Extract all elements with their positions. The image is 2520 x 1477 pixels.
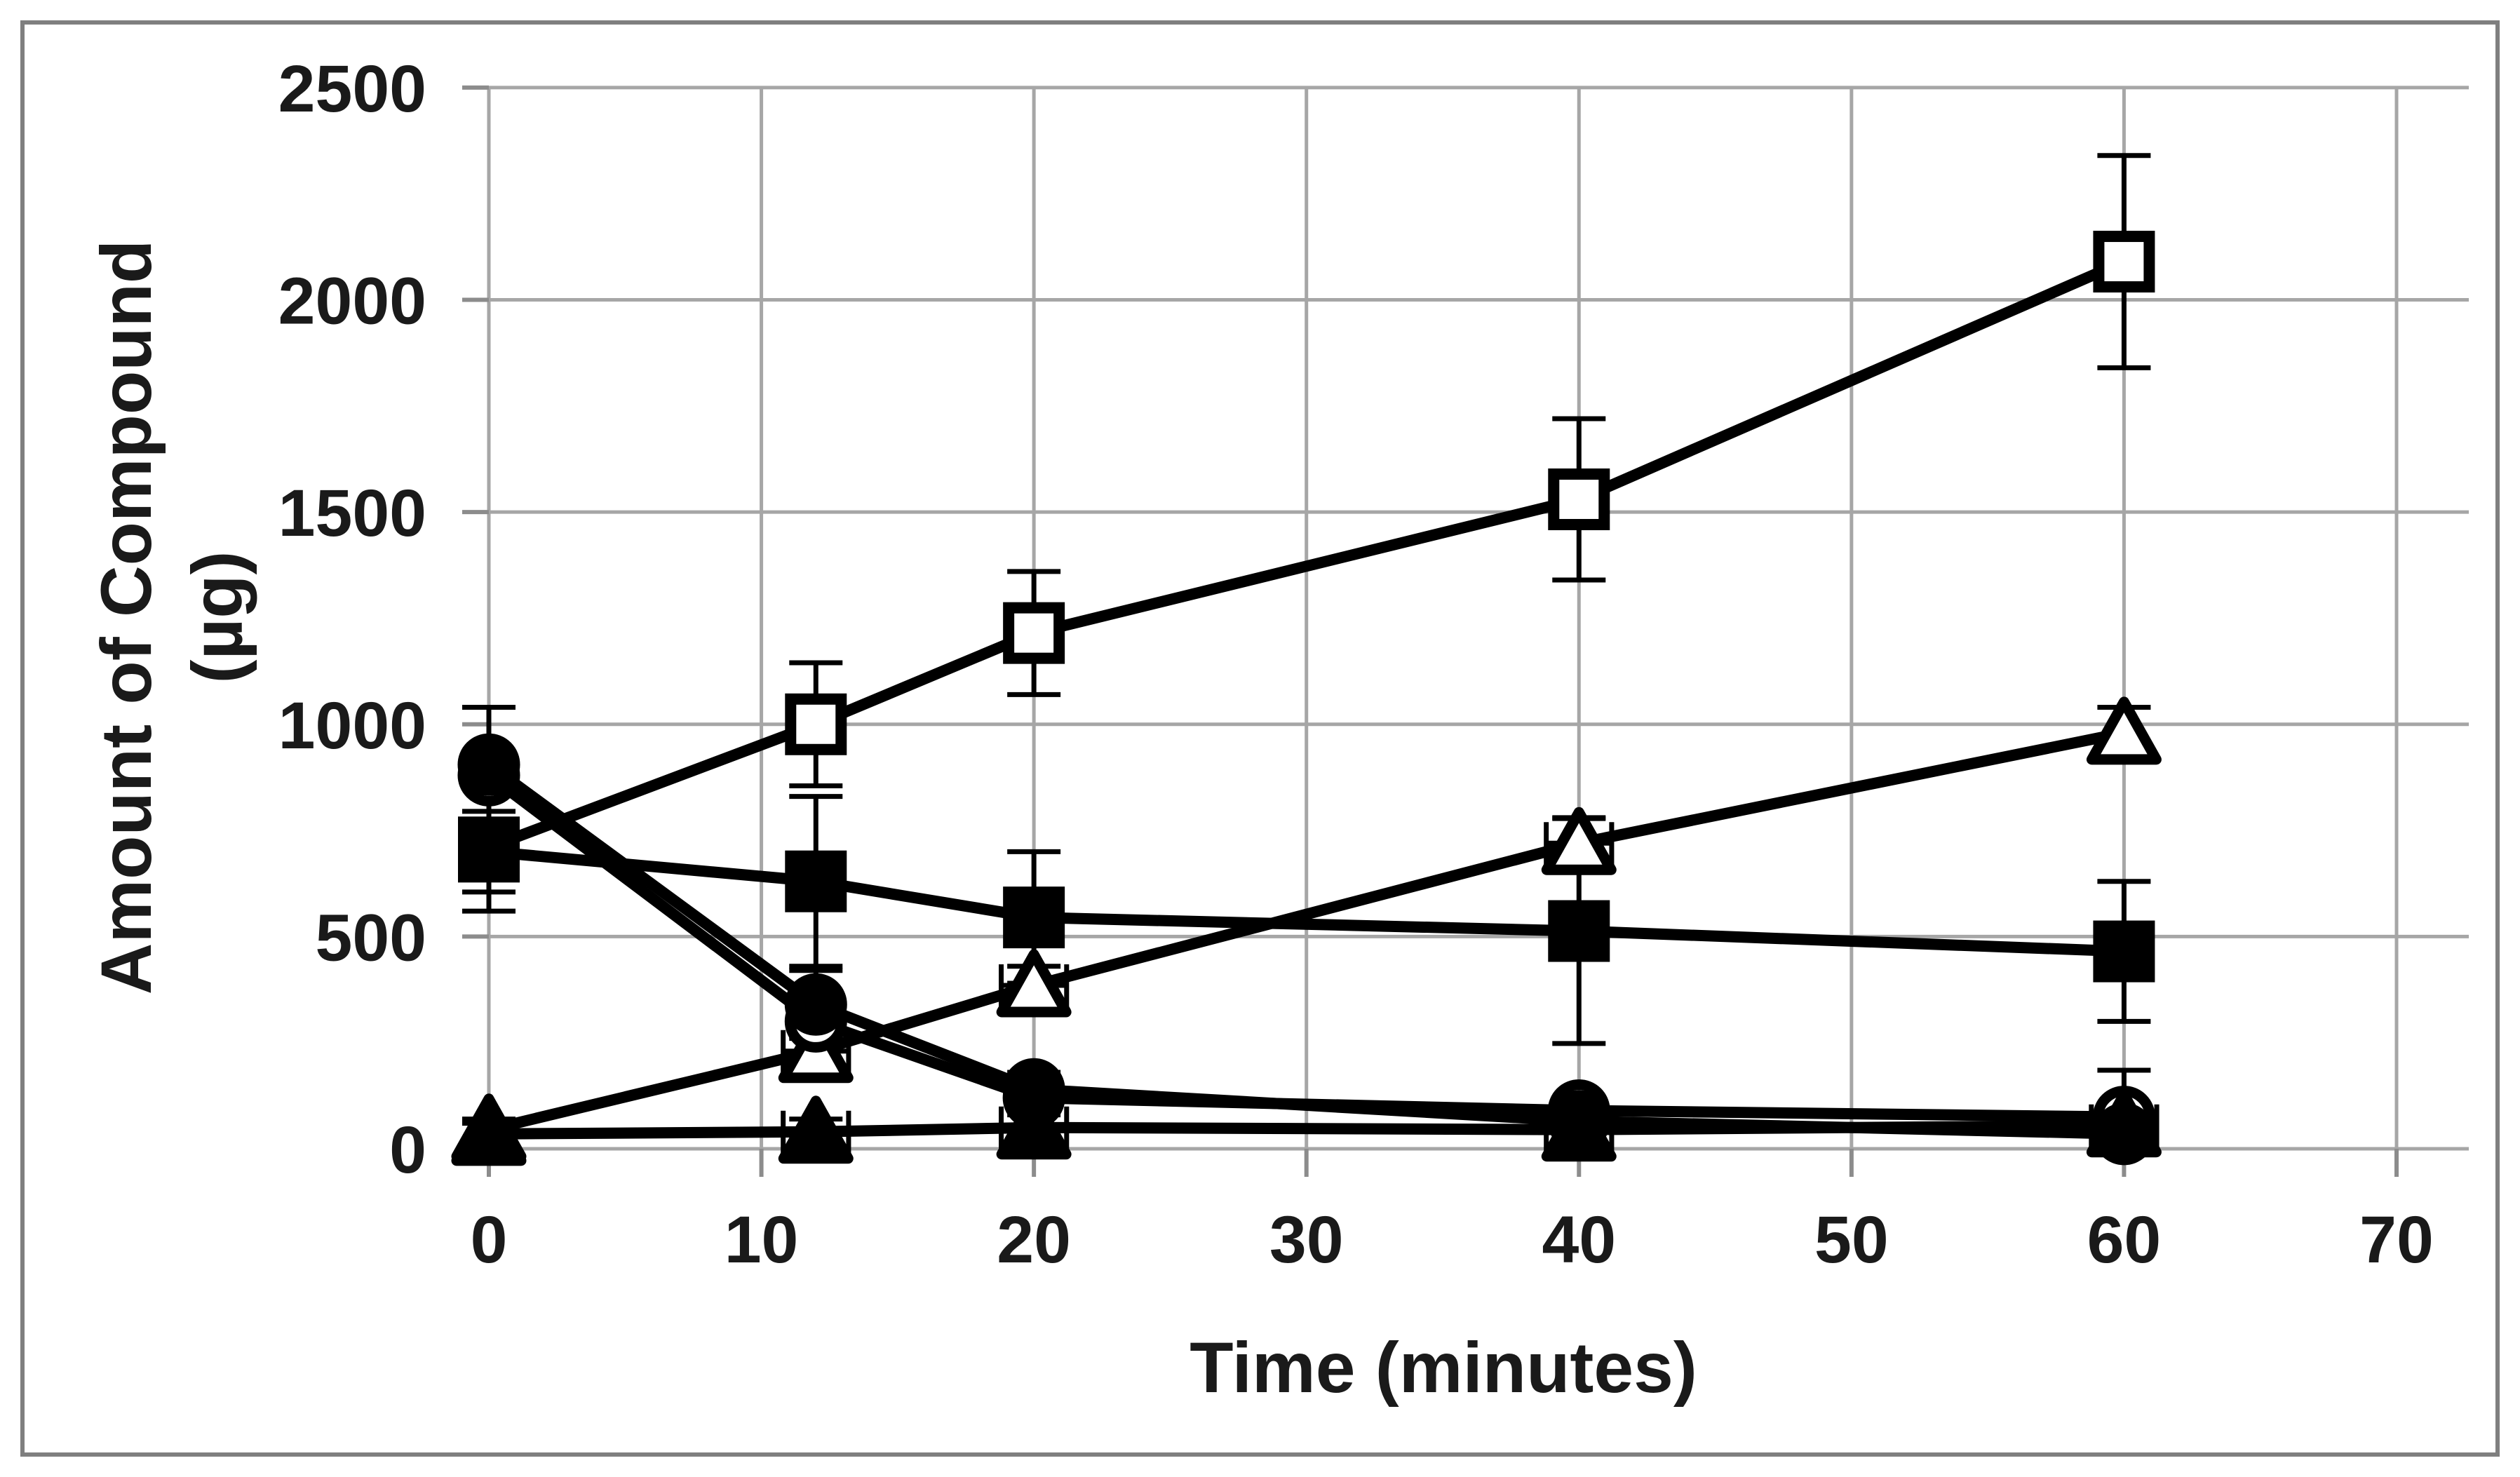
filled-square-marker xyxy=(785,850,847,912)
filled-square-marker xyxy=(458,821,520,883)
y-tick-label: 0 xyxy=(389,1113,426,1187)
filled-triangle-marker xyxy=(1541,1093,1617,1162)
series-markers xyxy=(451,231,2162,1166)
x-axis-title: Time (minutes) xyxy=(1190,1328,1697,1408)
filled-triangle-marker xyxy=(996,1091,1072,1160)
x-tick-label: 0 xyxy=(471,1203,508,1277)
open-square-marker xyxy=(1548,468,1610,530)
filled-square-marker xyxy=(2093,920,2155,983)
filled-triangle-marker xyxy=(2086,1089,2162,1158)
y-tick-label: 500 xyxy=(315,901,426,975)
filled-triangle-marker xyxy=(451,1098,527,1166)
filled-circle-marker xyxy=(457,733,520,796)
y-tick-label: 2500 xyxy=(278,52,426,126)
filled-circle-marker xyxy=(784,973,847,1036)
y-tick-label: 1500 xyxy=(278,476,426,551)
y-axis-title-line1: Amount of Compound xyxy=(86,240,166,994)
y-tick-label: 2000 xyxy=(278,264,426,339)
open-triangle-marker xyxy=(996,949,1072,1018)
axis-tick-labels: 0 500 1000 1500 2000 2500 0 10 20 30 40 50 60 70 xyxy=(278,52,2434,1277)
y-tick-label: 1000 xyxy=(278,689,426,763)
y-axis-title-line2: (µg) xyxy=(177,551,257,683)
x-tick-label: 60 xyxy=(2087,1203,2162,1277)
filled-triangle-marker xyxy=(778,1095,854,1164)
x-tick-label: 40 xyxy=(1542,1203,1616,1277)
filled-square-marker xyxy=(1003,886,1065,949)
x-tick-label: 30 xyxy=(1269,1203,1344,1277)
filled-square-marker xyxy=(1548,900,1610,962)
open-triangle-marker xyxy=(2086,696,2162,765)
x-tick-label: 70 xyxy=(2359,1203,2434,1277)
x-tick-label: 20 xyxy=(997,1203,1071,1277)
open-square-marker xyxy=(1003,602,1065,664)
x-tick-label: 50 xyxy=(1814,1203,1889,1277)
figure-border xyxy=(20,20,2500,1457)
open-square-marker xyxy=(785,693,847,755)
open-square-marker xyxy=(2093,231,2155,293)
x-tick-label: 10 xyxy=(725,1203,799,1277)
open-triangle-marker xyxy=(1541,807,1617,875)
